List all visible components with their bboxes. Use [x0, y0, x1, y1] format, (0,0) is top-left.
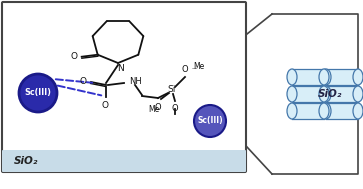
Text: Si: Si — [168, 85, 176, 94]
Bar — [292, 86, 324, 102]
Circle shape — [19, 74, 57, 112]
Text: O: O — [71, 52, 78, 61]
Ellipse shape — [287, 103, 297, 119]
Text: NH: NH — [129, 77, 142, 87]
Ellipse shape — [321, 69, 331, 85]
Bar — [292, 103, 324, 119]
Ellipse shape — [319, 103, 329, 119]
FancyBboxPatch shape — [2, 150, 246, 172]
Ellipse shape — [353, 86, 363, 102]
Text: N: N — [117, 64, 123, 73]
Text: O: O — [182, 65, 188, 74]
Bar — [326, 103, 358, 119]
Bar — [326, 69, 358, 85]
Text: —: — — [191, 67, 197, 71]
Ellipse shape — [287, 69, 297, 85]
Ellipse shape — [319, 69, 329, 85]
Ellipse shape — [287, 86, 297, 102]
Text: SiO₂: SiO₂ — [14, 156, 38, 166]
Text: SiO₂: SiO₂ — [318, 89, 342, 99]
Bar — [292, 69, 324, 85]
Ellipse shape — [321, 103, 331, 119]
Ellipse shape — [353, 103, 363, 119]
Text: Me: Me — [193, 62, 204, 71]
Text: Me: Me — [148, 105, 159, 114]
Text: O: O — [79, 77, 86, 85]
Text: O: O — [172, 104, 178, 113]
Text: Sc(III): Sc(III) — [197, 116, 223, 125]
Ellipse shape — [321, 86, 331, 102]
FancyBboxPatch shape — [2, 2, 246, 172]
Ellipse shape — [353, 69, 363, 85]
Circle shape — [194, 105, 226, 137]
Ellipse shape — [319, 86, 329, 102]
Text: Sc(III): Sc(III) — [24, 88, 52, 98]
Text: O: O — [102, 101, 109, 110]
Text: O: O — [155, 103, 161, 112]
Bar — [326, 86, 358, 102]
